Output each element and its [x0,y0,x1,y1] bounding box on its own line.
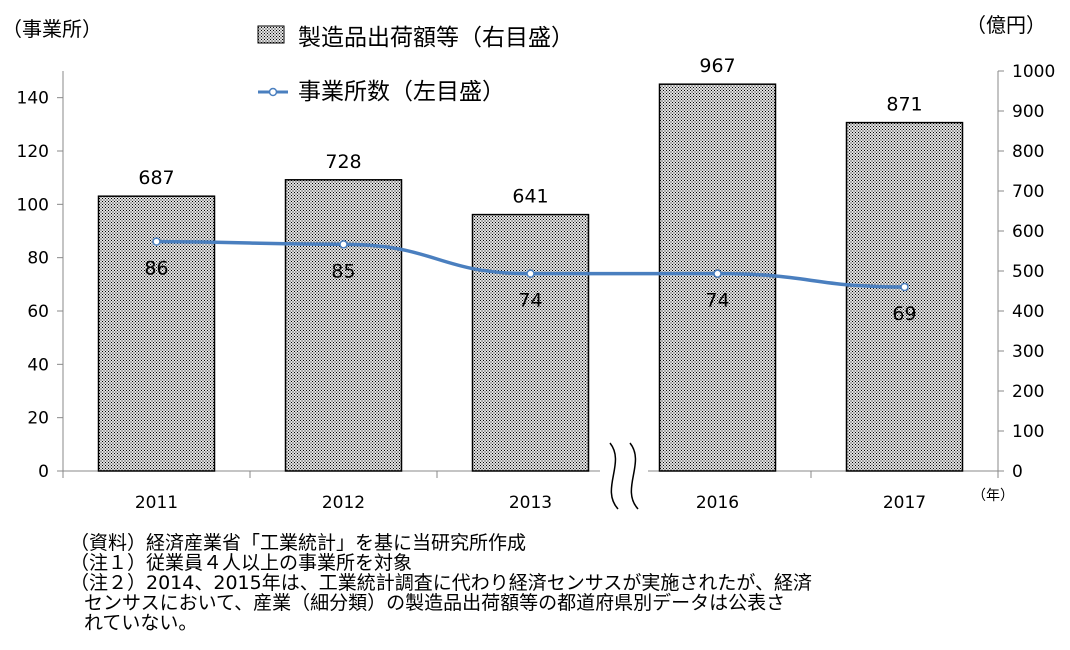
line-point [713,269,722,278]
line-value-label: 69 [892,303,916,325]
bar [284,179,403,472]
right-tick-label: 0 [1012,462,1023,482]
right-axis: 0 100 200 300 400 500 600 700 800 900 1000 [997,62,1055,482]
right-tick-label: 500 [1012,262,1044,282]
notes: （資料）経済産業省「工業統計」を基に当研究所作成 （注１）従業員４人以上の事業所… [70,533,1060,633]
x-tick-label: 2013 [509,493,552,513]
x-tick-label: 2012 [322,493,365,513]
x-tick-label: 2016 [696,493,739,513]
line-value-label: 74 [705,290,729,312]
left-tick-label: 20 [27,409,49,429]
note-2: （注２）2014、2015年は、工業統計調査に代わり経済センサスが実施されたが、… [70,572,812,594]
right-tick-label: 700 [1012,182,1044,202]
line-point [900,282,909,292]
note-2-cont-1: センサスにおいて、産業（細分類）の製造品出荷額等の都道府県別データは公表さ [84,592,786,614]
line-value-label: 74 [518,290,542,312]
bar-value-label: 967 [699,55,735,77]
axis-break-icon [600,441,648,511]
legend-line-marker [268,87,278,97]
left-tick-label: 40 [27,355,49,375]
line-value-label: 86 [144,258,168,280]
left-tick-label: 100 [17,195,49,215]
legend-line-label: 事業所数（左目盛） [298,79,505,105]
line-series: 86 85 74 74 69 [144,237,917,325]
line-point [526,269,535,278]
axis-break-stroke [629,442,639,510]
left-tick-label: 80 [27,249,49,269]
legend-bar-swatch [257,25,285,44]
right-tick-label: 800 [1012,142,1044,162]
line-point [152,237,161,246]
bar-value-label: 641 [512,186,548,208]
bar-value-label: 871 [886,94,922,116]
right-tick-label: 200 [1012,382,1044,402]
left-tick-label: 0 [38,462,49,482]
right-tick-label: 400 [1012,302,1044,322]
right-tick-label: 600 [1012,222,1044,242]
left-tick-label: 60 [27,302,49,322]
left-axis: 0 20 40 60 80 100 120 140 [17,71,64,482]
left-tick-label: 120 [17,142,49,162]
x-tick-label: 2011 [135,493,178,513]
x-tick-label: 2017 [883,493,926,513]
x-unit-label: （年） [972,488,1014,504]
bar-series: 687 728 641 967 871 [97,55,964,472]
bar-value-label: 687 [138,167,174,189]
right-axis-label: （億円） [966,13,1046,37]
axis-break-stroke [609,442,619,510]
axis-break-mask [600,441,648,511]
left-tick-label: 140 [17,89,49,109]
right-tick-label: 300 [1012,342,1044,362]
note-1: （注１）従業員４人以上の事業所を対象 [70,552,413,574]
left-axis-label: （事業所） [2,17,102,41]
legend: 製造品出荷額等（右目盛） 事業所数（左目盛） [257,25,574,105]
x-axis: 2011 2012 2013 2016 2017 [62,470,999,513]
legend-bar-label: 製造品出荷額等（右目盛） [298,25,574,51]
note-source: （資料）経済産業省「工業統計」を基に当研究所作成 [70,532,527,554]
right-tick-label: 900 [1012,102,1044,122]
right-tick-label: 1000 [1012,62,1055,82]
bar [845,121,964,472]
bar [471,213,590,472]
note-2-cont-2: れていない。 [84,612,198,634]
chart: （事業所） （億円） （年） 0 20 40 60 80 100 120 140 0 100 20… [2,13,1055,513]
bar-value-label: 728 [325,151,361,173]
right-tick-label: 100 [1012,422,1044,442]
line-value-label: 85 [331,260,355,282]
line-point [339,240,348,249]
